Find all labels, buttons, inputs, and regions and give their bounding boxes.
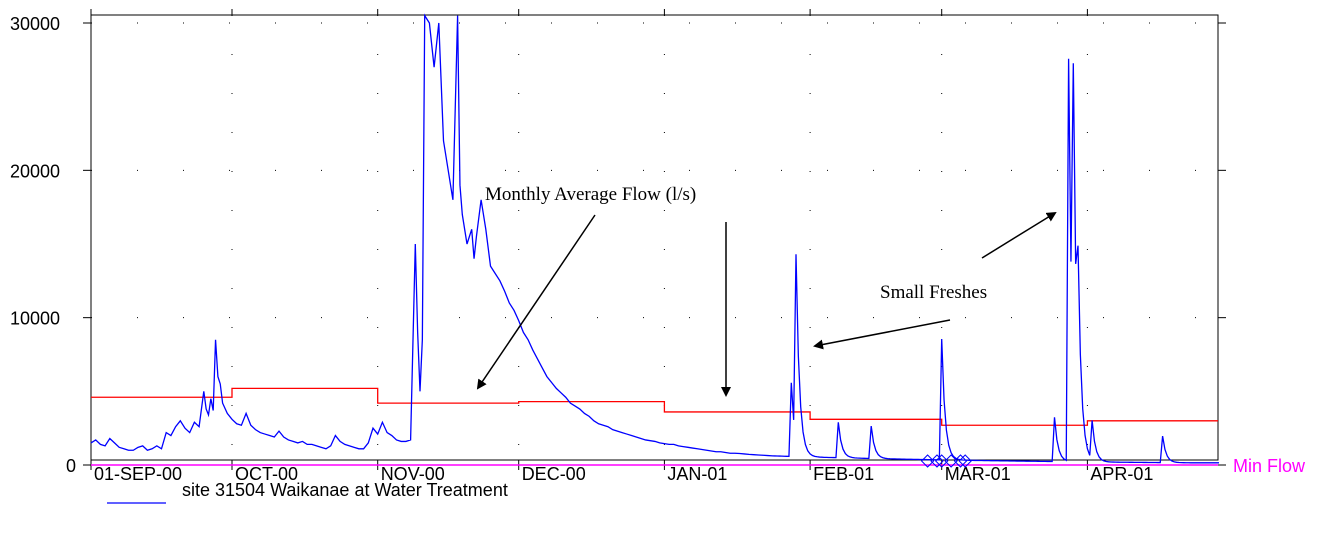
x-tick-label: NOV-00 <box>381 464 445 484</box>
gridlines <box>91 15 1218 460</box>
diamond-marker <box>920 454 935 468</box>
y-tick-label: 0 <box>66 456 76 476</box>
arrow-to-fresh-apr <box>981 211 1057 259</box>
y-tick-label: 30000 <box>10 14 60 34</box>
diamond-marker <box>934 454 949 468</box>
annotation-arrows <box>476 211 1057 397</box>
y-tick-label: 10000 <box>10 309 60 329</box>
x-axis-ticks: 01-SEP-00 OCT-00 NOV-00 DEC-00 JAN-01 FEB-01 M… <box>90 9 1153 484</box>
x-tick-label: OCT-00 <box>235 464 298 484</box>
diamond-marker <box>944 454 958 468</box>
plot-frame <box>90 14 1219 461</box>
x-tick-label: MAR-01 <box>945 464 1011 484</box>
y-tick-label: 20000 <box>10 161 60 181</box>
y-axis-ticks: 30000 20000 10000 0 <box>10 14 1226 476</box>
diamond-marker <box>930 454 944 468</box>
x-tick-label: APR-01 <box>1090 464 1153 484</box>
annotation-small-freshes: Small Freshes <box>880 282 987 303</box>
x-tick-label: JAN-01 <box>667 464 727 484</box>
flow-series-line <box>90 13 1219 464</box>
diamond-marker <box>953 454 968 468</box>
diamond-marker <box>958 454 972 468</box>
x-tick-label: FEB-01 <box>813 464 874 484</box>
x-tick-label: DEC-00 <box>522 464 586 484</box>
arrow-to-fresh-feb <box>813 319 951 350</box>
diamond-markers <box>920 454 972 468</box>
annotation-monthly-average: Monthly Average Flow (l/s) <box>485 184 696 205</box>
legend-label: site 31504 Waikanae at Water Treatment <box>182 480 508 500</box>
arrow-to-monthly-average-1 <box>476 214 596 390</box>
min-flow-label: Min Flow <box>1233 456 1306 476</box>
monthly-average-line <box>91 387 1218 426</box>
x-tick-label: 01-SEP-00 <box>94 464 182 484</box>
